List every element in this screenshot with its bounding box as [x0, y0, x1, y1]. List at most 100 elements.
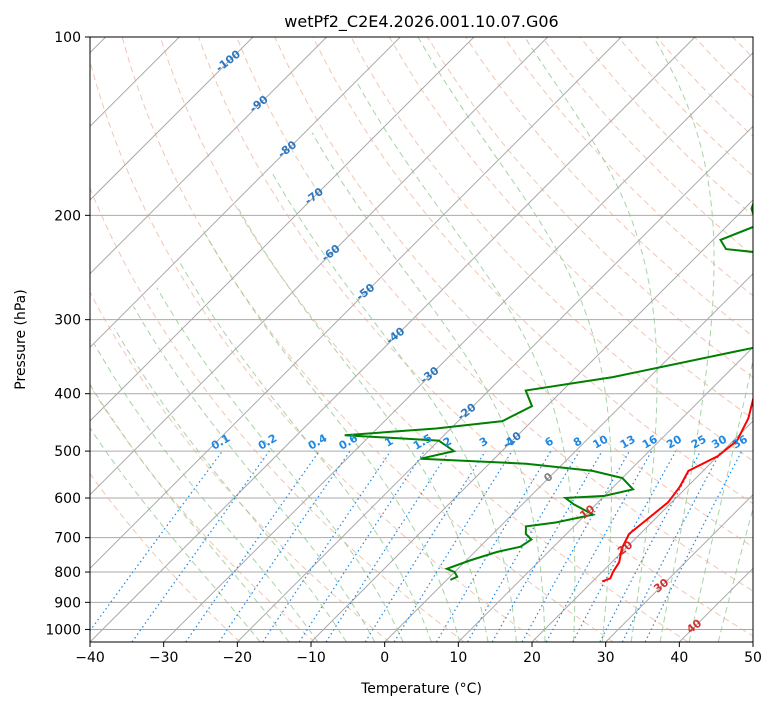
pressure-gridlines — [90, 37, 753, 630]
dry-adiabat — [732, 37, 753, 59]
dry-adiabat — [771, 37, 775, 642]
mixing-ratio-line — [644, 450, 743, 642]
moist-adiabat — [133, 306, 376, 642]
dry-adiabat — [350, 37, 753, 462]
moist-adiabat — [272, 173, 517, 642]
y-axis-label: Pressure (hPa) — [13, 289, 29, 389]
isotherm — [531, 420, 753, 642]
temperature-line — [601, 395, 753, 583]
mixing-ratio-label: 6 — [543, 434, 556, 449]
x-tick-label: 50 — [744, 650, 762, 666]
dry-adiabat — [274, 37, 753, 548]
mixing-ratio-line — [435, 450, 552, 642]
y-tick-label: 900 — [54, 595, 81, 611]
mixing-ratio-line — [185, 450, 320, 642]
mixing-ratio-line — [325, 450, 450, 642]
isotherm — [90, 37, 328, 275]
moist-adiabats — [90, 37, 753, 642]
dry-adiabat — [159, 37, 689, 642]
mixing-ratio-line — [393, 450, 513, 642]
isotherm — [678, 567, 753, 642]
mixing-ratio-label: 8 — [571, 435, 584, 450]
dry-adiabat — [465, 37, 753, 338]
x-tick-label: −40 — [75, 650, 105, 666]
isotherm — [310, 199, 753, 642]
plot-area: -100-90-80-70-60-50-40-30-20-10010203040… — [90, 37, 775, 642]
dry-adiabat — [426, 37, 753, 378]
x-tick-label: 0 — [380, 650, 389, 666]
isotherm — [90, 37, 696, 642]
mixing-ratio-label: 36 — [730, 432, 750, 451]
moist-adiabat — [524, 37, 658, 642]
mixing-ratio-label: 20 — [664, 432, 684, 451]
mixing-ratio-line — [572, 450, 677, 642]
dry-adiabat — [90, 186, 465, 642]
x-axis-ticks: −40 −30 −20 −10 0 10 20 30 40 50 — [75, 642, 762, 666]
moist-adiabat — [156, 287, 404, 642]
moist-adiabat — [93, 343, 319, 642]
moist-adiabat — [179, 262, 432, 642]
y-tick-label: 200 — [54, 208, 81, 224]
x-tick-label: 40 — [670, 650, 688, 666]
y-tick-label: 700 — [54, 531, 81, 547]
isotherm — [605, 493, 753, 642]
dry-adiabat — [90, 291, 390, 642]
mixing-ratio-label: 13 — [618, 433, 638, 452]
mixing-ratio-label: 0.1 — [209, 432, 232, 453]
x-tick-label: −10 — [296, 650, 326, 666]
isotherm — [236, 125, 753, 642]
isotherm — [90, 37, 401, 349]
x-tick-label: 30 — [597, 650, 615, 666]
moist-adiabat — [237, 208, 489, 642]
isotherm — [90, 37, 475, 422]
moist-adiabat — [114, 327, 347, 642]
dry-adiabat — [694, 37, 753, 98]
dry-adiabat — [90, 384, 316, 642]
dewpoint-line — [344, 201, 753, 581]
y-tick-label: 300 — [54, 313, 81, 329]
dry-adiabat — [388, 37, 753, 420]
isotherm — [90, 37, 549, 496]
isotherm — [384, 272, 753, 642]
dry-adiabat — [503, 37, 753, 297]
moist-adiabat — [717, 506, 753, 642]
moist-adiabat — [653, 37, 715, 642]
mixing-ratio-line — [621, 450, 722, 642]
mixing-ratio-label: 1.5 — [411, 432, 434, 453]
dry-adiabat — [121, 37, 614, 642]
moist-adiabat — [90, 383, 290, 642]
y-tick-label: 500 — [54, 444, 81, 460]
mixing-ratio-line — [262, 450, 392, 642]
y-axis-ticks: 100 200 300 400 500 600 700 800 900 1000 — [45, 30, 90, 638]
mixing-ratio-line — [90, 450, 223, 632]
mixing-ratio-line — [131, 450, 270, 642]
dry-adiabat — [656, 37, 753, 138]
dry-adiabat — [90, 472, 241, 642]
isotherm — [457, 346, 753, 642]
mixing-ratio-label: 10 — [591, 432, 611, 451]
mixing-ratio-label: 25 — [689, 433, 709, 452]
moist-adiabat — [357, 83, 576, 642]
mixing-ratio-label: 0.4 — [306, 431, 330, 452]
mixing-ratio-line — [364, 450, 486, 642]
moist-adiabat — [204, 233, 461, 642]
y-tick-label: 100 — [54, 30, 81, 46]
y-tick-label: 600 — [54, 491, 81, 507]
mixing-ratio-label: 2 — [441, 435, 454, 450]
mixing-ratio-line — [521, 450, 631, 642]
mixing-ratio-lines — [90, 450, 743, 642]
isotherms — [90, 37, 753, 642]
mixing-ratio-label: 16 — [640, 432, 660, 451]
moist-adiabat — [90, 427, 261, 642]
plot-frame — [89, 36, 754, 643]
mixing-ratio-line — [298, 450, 425, 642]
x-tick-label: 20 — [523, 650, 541, 666]
x-tick-label: −30 — [149, 650, 179, 666]
isotherm — [163, 51, 753, 642]
isotherm — [90, 37, 622, 570]
mixing-ratio-label: 3 — [477, 435, 490, 450]
mixing-ratio-line — [599, 450, 702, 642]
moist-adiabat — [688, 358, 753, 642]
mixing-ratio-line — [218, 450, 351, 642]
